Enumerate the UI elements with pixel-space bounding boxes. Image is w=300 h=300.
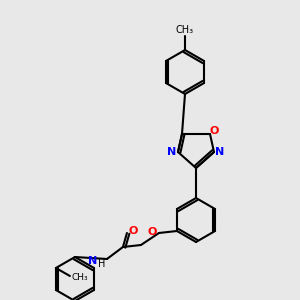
Text: O: O	[128, 226, 138, 236]
Text: N: N	[215, 147, 225, 157]
Text: N: N	[88, 256, 98, 266]
Text: O: O	[209, 126, 219, 136]
Text: CH₃: CH₃	[176, 25, 194, 35]
Text: O: O	[147, 227, 157, 237]
Text: H: H	[98, 259, 106, 269]
Text: N: N	[167, 147, 177, 157]
Text: CH₃: CH₃	[72, 274, 88, 283]
